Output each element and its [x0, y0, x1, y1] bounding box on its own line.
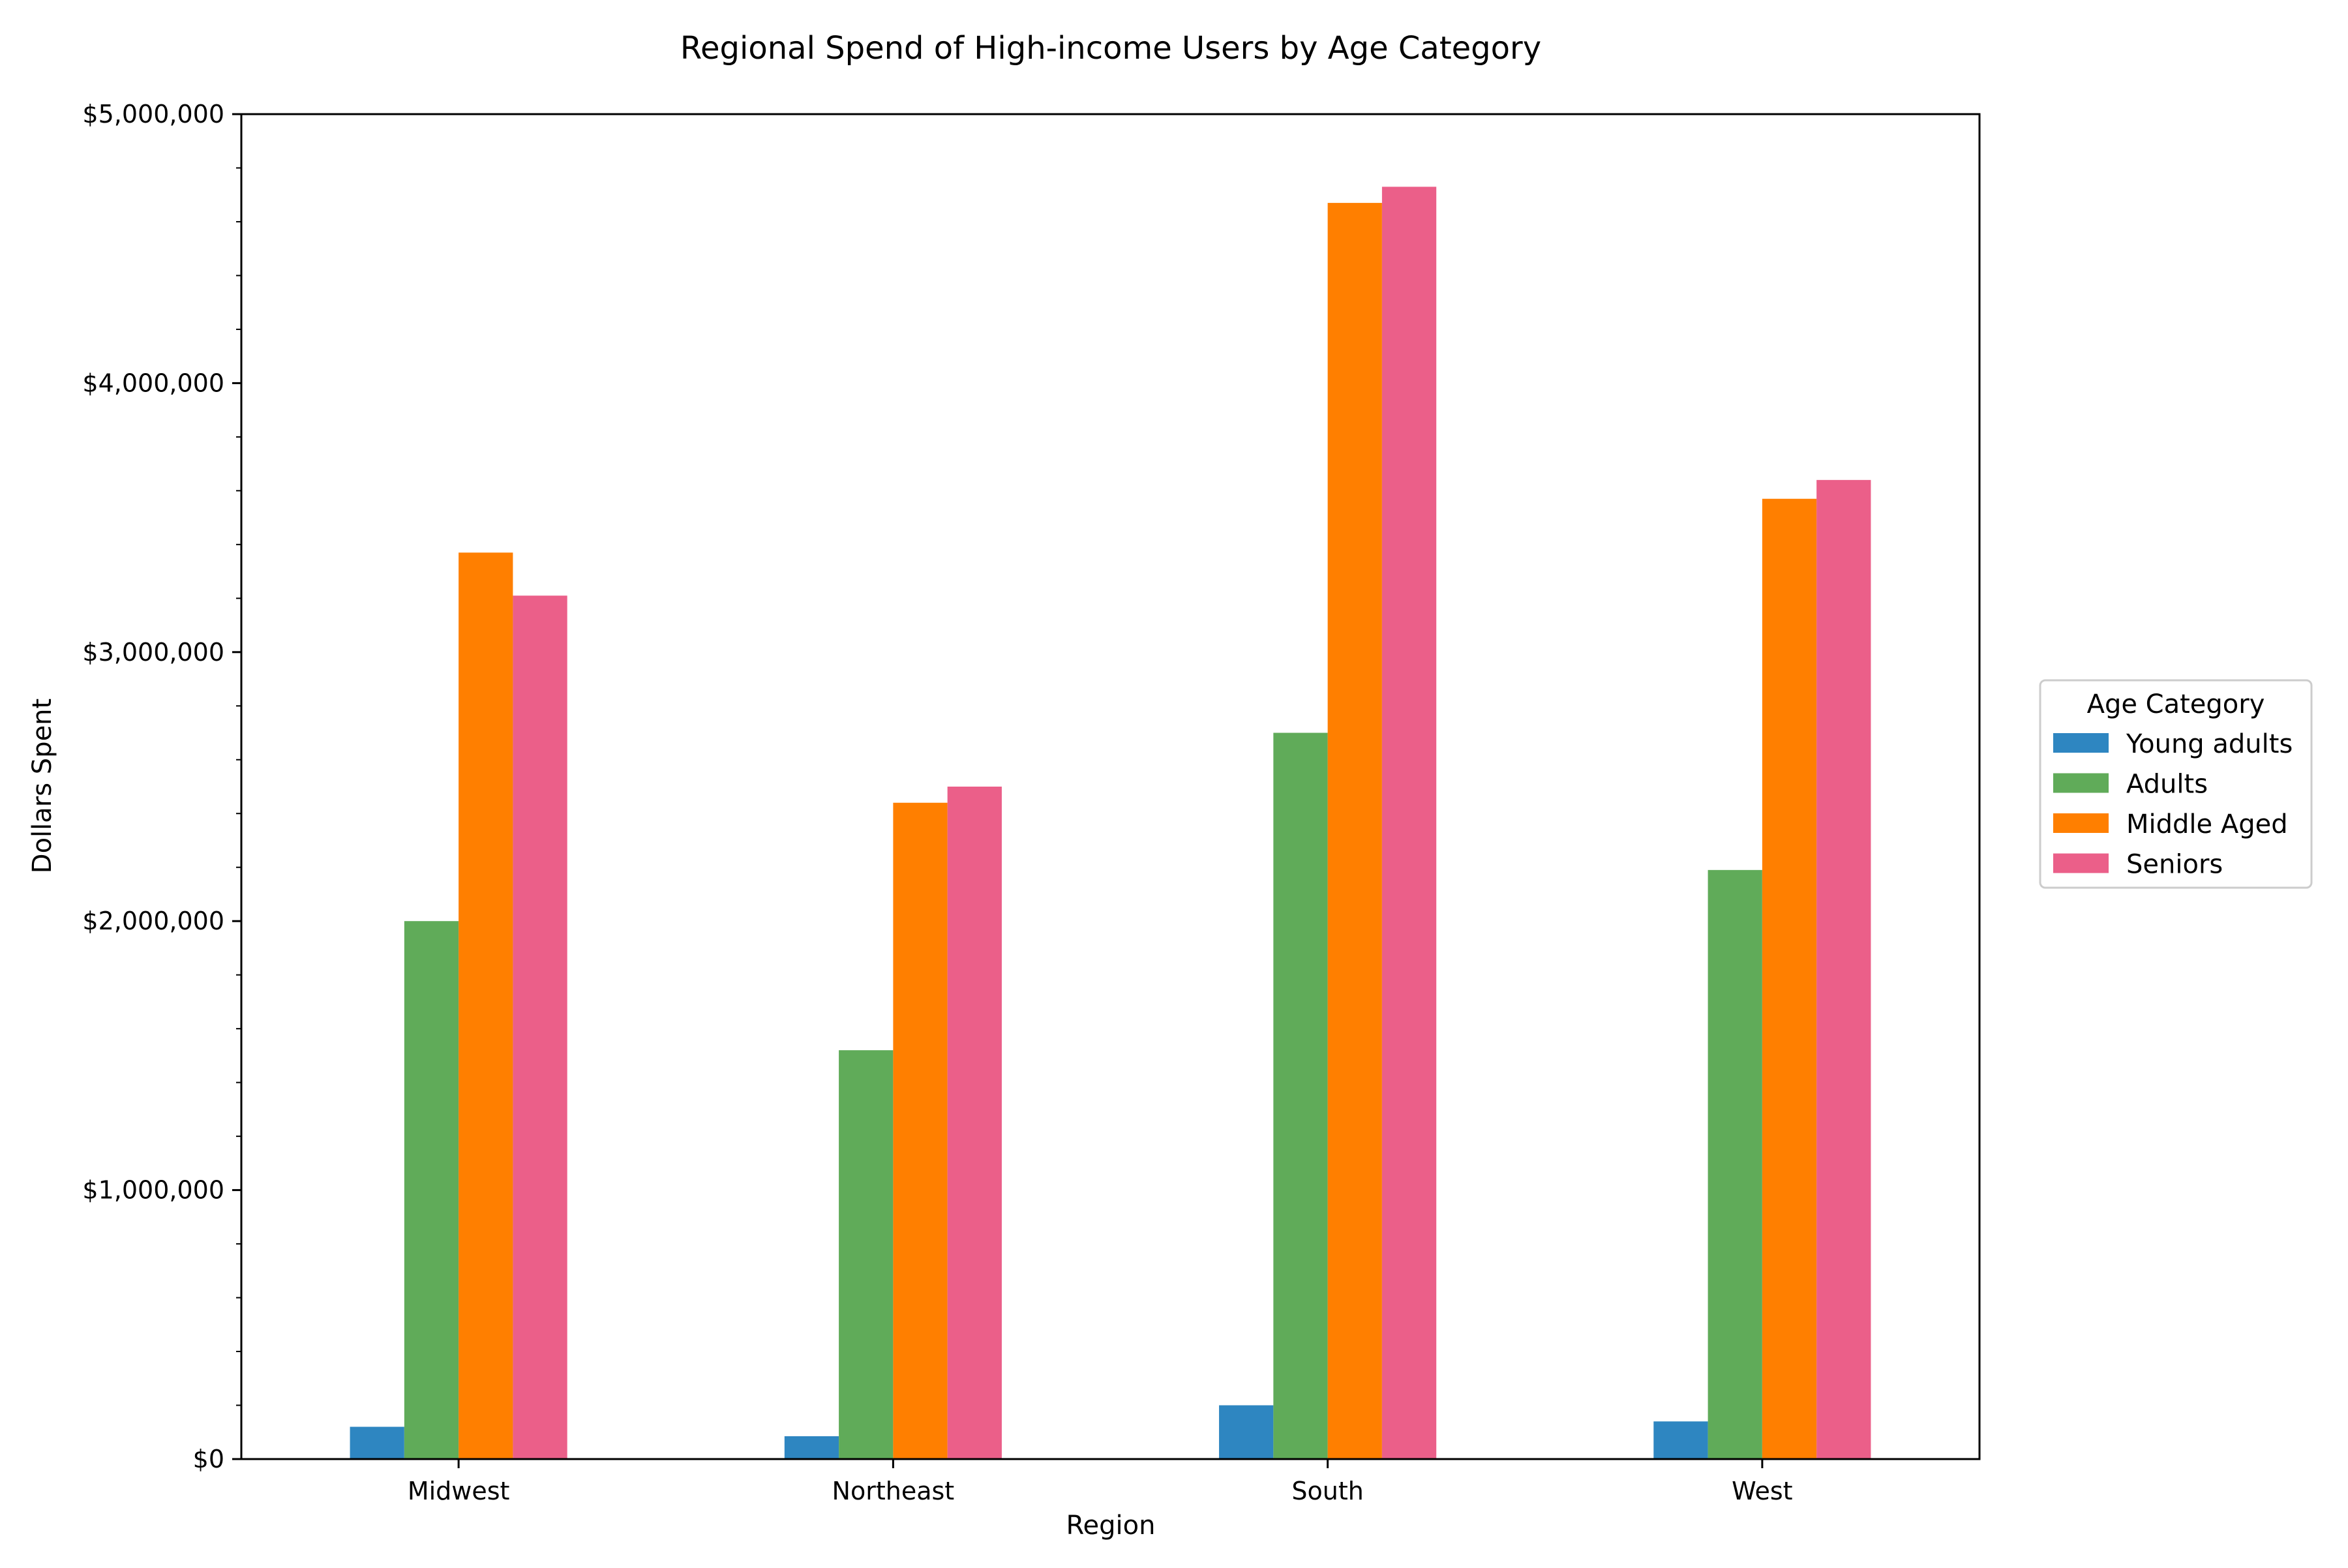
- bar-west-adults: [1708, 869, 1762, 1459]
- legend-title: Age Category: [2087, 689, 2265, 719]
- bar-northeast-seniors: [947, 787, 1002, 1459]
- y-tick-label: $2,000,000: [82, 907, 224, 935]
- bar-west-seniors: [1816, 479, 1871, 1459]
- legend-label: Young adults: [2126, 729, 2293, 759]
- x-axis-label: Region: [1066, 1511, 1156, 1541]
- bar-west-young-adults: [1653, 1421, 1708, 1459]
- y-tick-label: $1,000,000: [82, 1176, 224, 1205]
- bar-northeast-adults: [839, 1050, 894, 1459]
- legend-label: Seniors: [2126, 850, 2223, 880]
- y-tick-label: $5,000,000: [82, 100, 224, 128]
- bar-midwest-adults: [404, 921, 459, 1459]
- bar-northeast-middle-aged: [893, 802, 948, 1459]
- legend-label: Adults: [2126, 770, 2208, 800]
- legend-label: Middle Aged: [2126, 809, 2288, 839]
- bar-south-middle-aged: [1327, 203, 1382, 1459]
- x-tick-label: Northeast: [832, 1477, 955, 1505]
- legend-box: [2039, 679, 2313, 889]
- y-tick-label: $3,000,000: [82, 638, 224, 667]
- y-tick-label: $0: [193, 1445, 224, 1473]
- y-axis-ticks: $0 $1,000,000 $2,000,000 $3,000,000 $4,000,0…: [82, 100, 241, 1473]
- bar-west-middle-aged: [1762, 498, 1817, 1460]
- y-tick-label: $4,000,000: [82, 369, 224, 397]
- bar-south-adults: [1273, 732, 1328, 1459]
- legend-items: Young adults Adults Middle Aged Seniors: [2053, 729, 2293, 880]
- x-tick-label: Midwest: [408, 1477, 510, 1505]
- bar-midwest-seniors: [513, 596, 567, 1459]
- legend-swatch: [2053, 733, 2109, 753]
- bar-south-seniors: [1381, 187, 1437, 1459]
- legend-swatch: [2053, 813, 2109, 833]
- x-tick-label: South: [1291, 1477, 1363, 1505]
- legend-swatch: [2053, 853, 2109, 873]
- legend: Age Category Young adults Adults Middle Ag…: [2039, 679, 2313, 889]
- bar-south-young-adults: [1219, 1405, 1274, 1459]
- bar-midwest-young-adults: [350, 1426, 404, 1459]
- plot-frame: [240, 113, 1981, 1460]
- y-axis-label: Dollars Spent: [27, 699, 57, 873]
- chart-title: Regional Spend of High-income Users by A…: [680, 30, 1541, 67]
- x-axis-ticks: Midwest Northeast South West: [408, 1459, 1793, 1505]
- bar-midwest-middle-aged: [459, 552, 513, 1460]
- bar-northeast-young-adults: [784, 1436, 839, 1459]
- bars-layer: [350, 187, 1871, 1460]
- legend-swatch: [2053, 773, 2109, 793]
- x-tick-label: West: [1732, 1477, 1792, 1505]
